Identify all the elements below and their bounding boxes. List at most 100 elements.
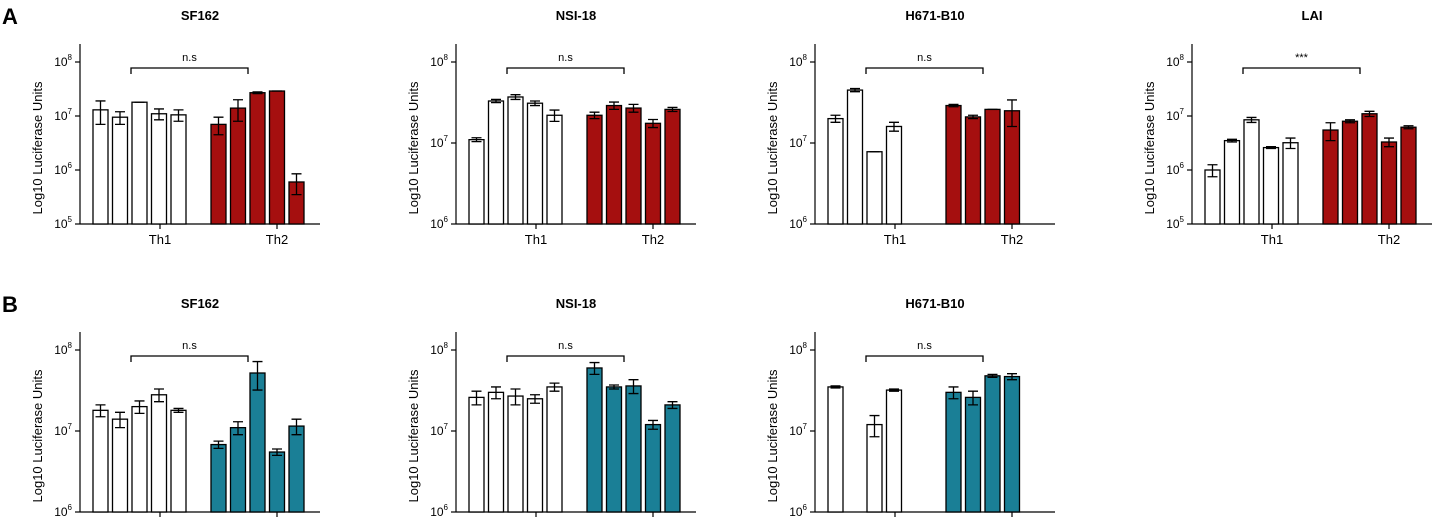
chart-4: SF162 Log10 Luciferase Units 106 107 108 mφ CD…	[30, 296, 320, 522]
error-bar	[530, 394, 540, 404]
bar-CD4-1	[210, 443, 227, 513]
x-group-label: Th1	[525, 232, 547, 247]
y-tick-label: 106	[789, 503, 807, 519]
bar-Th2-3	[625, 107, 642, 225]
x-group-label: mφ	[150, 520, 169, 522]
y-axis-label: Log10 Luciferase Units	[765, 369, 780, 502]
error-bar	[1207, 164, 1218, 178]
error-bar	[134, 400, 145, 415]
y-tick-label: 107	[54, 422, 72, 438]
error-bar	[968, 114, 978, 120]
x-group-label: Th2	[266, 232, 288, 247]
error-bar	[648, 118, 658, 129]
error-bar	[173, 109, 184, 122]
panel-label-b: B	[2, 292, 18, 317]
significance-label: n.s	[917, 52, 932, 64]
bar-mφ-1	[92, 409, 109, 513]
bar-CD4-5	[664, 404, 681, 513]
error-bar	[549, 109, 560, 123]
chart-3: LAI Log10 Luciferase Units 105 106 107 108 Th1…	[1142, 8, 1432, 247]
chart-2: H671-B10 Log10 Luciferase Units 106 107 108 T…	[765, 8, 1055, 247]
y-axis-label: Log10 Luciferase Units	[406, 369, 421, 502]
error-bar	[987, 373, 998, 378]
y-tick-label: 107	[789, 422, 807, 438]
error-bar	[1266, 146, 1276, 150]
bar-Th2-4	[1003, 110, 1021, 225]
error-bar	[1285, 137, 1296, 150]
bar-CD4-4	[1003, 375, 1021, 513]
error-bar	[154, 388, 164, 403]
chart-title: H671-B10	[905, 296, 964, 311]
error-bar	[1227, 138, 1237, 143]
y-axis-label: Log10 Luciferase Units	[765, 81, 780, 214]
bar-Th1-4	[526, 102, 544, 225]
significance-label: n.s	[917, 340, 932, 352]
error-bar	[291, 173, 302, 196]
error-bar	[491, 98, 501, 104]
bar-mφ-4	[150, 394, 168, 513]
x-group-label: mφ	[885, 520, 904, 522]
bar-Th1-1	[92, 109, 109, 225]
error-bar	[589, 361, 600, 376]
error-bar	[252, 91, 263, 95]
bar-mφ-1	[468, 396, 485, 513]
error-bar	[1007, 99, 1017, 128]
bar-Th1-3	[131, 101, 148, 225]
error-bar	[95, 100, 106, 126]
significance-label: n.s	[558, 340, 573, 352]
error-bar	[589, 111, 600, 120]
bar-Th2-4	[644, 122, 662, 225]
x-group-label: Th2	[642, 232, 664, 247]
error-bar	[889, 388, 899, 392]
bar-Th1-4	[150, 113, 168, 225]
error-bar	[1246, 116, 1257, 124]
y-tick-label: 108	[789, 53, 807, 69]
bar-Th2-4	[268, 90, 286, 225]
error-bar	[1364, 110, 1375, 118]
bar-Th2-3	[1361, 113, 1378, 225]
bar-mφ-3	[507, 395, 524, 513]
chart-title: SF162	[181, 296, 219, 311]
y-tick-label: 107	[430, 422, 448, 438]
bar-mφ-2	[487, 391, 505, 513]
chart-1: NSI-18 Log10 Luciferase Units 106 107 108 Th1…	[406, 8, 696, 247]
bar-CD4-3	[984, 375, 1001, 513]
error-bar	[968, 390, 978, 406]
bar-Th1-1	[827, 117, 844, 225]
error-bar	[510, 388, 521, 406]
bar-Th2-1	[586, 114, 603, 225]
y-tick-label: 106	[430, 503, 448, 519]
error-bar	[1403, 125, 1414, 130]
bar-CD4-2	[605, 386, 623, 513]
bar-Th1-3	[1243, 119, 1260, 225]
y-axis-label: Log10 Luciferase Units	[30, 369, 45, 502]
bar-Th1-3	[507, 96, 524, 225]
y-tick-label: 108	[54, 53, 72, 69]
error-bar	[830, 385, 841, 389]
significance-label: n.s	[182, 340, 197, 352]
y-tick-label: 107	[54, 107, 72, 123]
bar-CD4-2	[229, 426, 247, 513]
error-bar	[471, 137, 482, 143]
error-bar	[948, 103, 959, 108]
charts-container: SF162 Log10 Luciferase Units 105 106 107 108 T…	[30, 8, 1432, 522]
bar-Th1-3	[866, 151, 883, 225]
chart-title: H671-B10	[905, 8, 964, 23]
bar-CD4-3	[249, 372, 266, 513]
chart-title: LAI	[1302, 8, 1323, 23]
bar-mφ-3	[866, 423, 883, 513]
bar-CD4-1	[945, 391, 962, 513]
error-bar	[628, 103, 639, 113]
bar-Th2-3	[984, 108, 1001, 225]
error-bar	[530, 100, 540, 107]
x-group-label: CD4	[640, 520, 666, 522]
error-bar	[471, 390, 482, 406]
x-group-label: Th1	[1261, 232, 1283, 247]
bar-Th1-5	[170, 114, 187, 225]
bar-Th2-4	[1380, 141, 1398, 225]
error-bar	[648, 419, 658, 430]
bar-Th2-3	[249, 92, 266, 225]
error-bar	[95, 404, 106, 418]
y-tick-label: 108	[54, 341, 72, 357]
significance-bracket	[865, 355, 984, 362]
